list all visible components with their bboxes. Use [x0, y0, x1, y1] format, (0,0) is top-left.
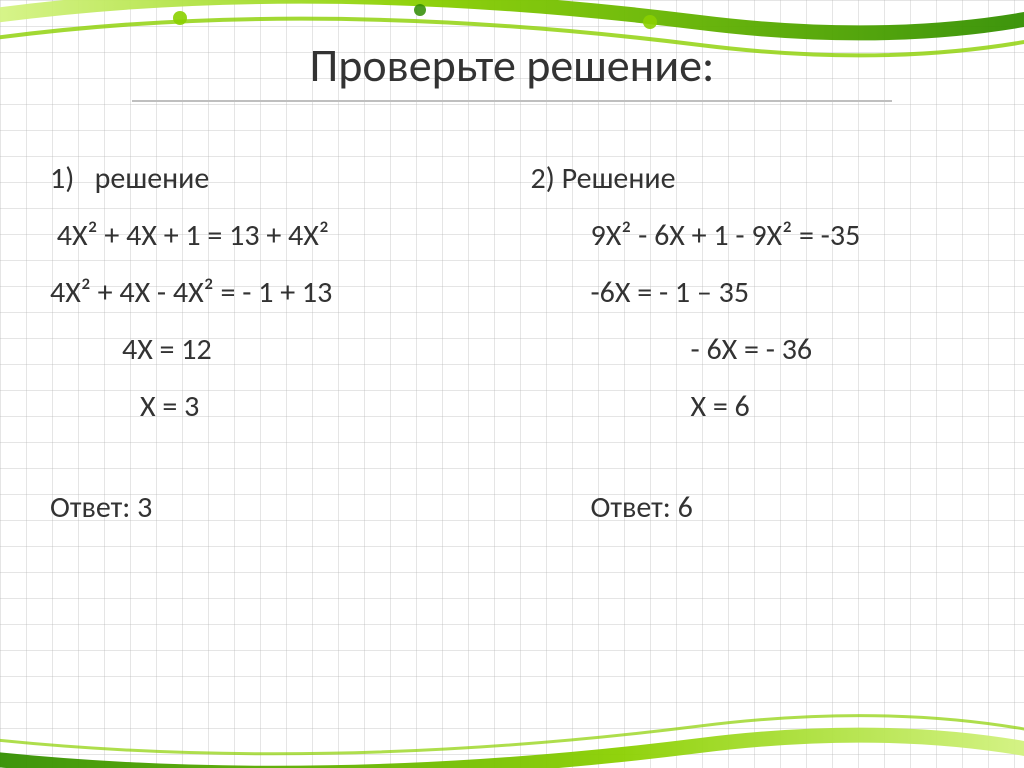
solution-2-step: - 6X = - 36: [530, 321, 974, 378]
bottom-swoosh-decoration: [0, 688, 1024, 768]
solution-1-step: X = 3: [50, 378, 494, 435]
solution-2-step: 9X² - 6X + 1 - 9X² = -35: [530, 207, 974, 264]
title-underline: [132, 100, 892, 102]
solution-2-answer: Ответ: 6: [530, 479, 974, 536]
solution-2: 2) Решение 9X² - 6X + 1 - 9X² = -35 -6X …: [530, 150, 974, 536]
solution-2-step: -6X = - 1 – 35: [530, 264, 974, 321]
solution-2-header: 2) Решение: [530, 150, 974, 207]
solution-1-step: 4X² + 4X - 4X² = - 1 + 13: [50, 264, 494, 321]
slide: Проверьте решение: 1) решение 4X² + 4X +…: [0, 0, 1024, 768]
solution-1-step: 4X² + 4X + 1 = 13 + 4X²: [50, 207, 494, 264]
solution-1-header: 1) решение: [50, 150, 494, 207]
title-container: Проверьте решение:: [0, 38, 1024, 102]
solution-2-step: X = 6: [530, 378, 974, 435]
solution-1-step: 4X = 12: [50, 321, 494, 378]
content-area: 1) решение 4X² + 4X + 1 = 13 + 4X² 4X² +…: [50, 150, 974, 536]
solution-1: 1) решение 4X² + 4X + 1 = 13 + 4X² 4X² +…: [50, 150, 494, 536]
slide-title: Проверьте решение:: [0, 38, 1024, 94]
solution-1-answer: Ответ: 3: [50, 479, 494, 536]
